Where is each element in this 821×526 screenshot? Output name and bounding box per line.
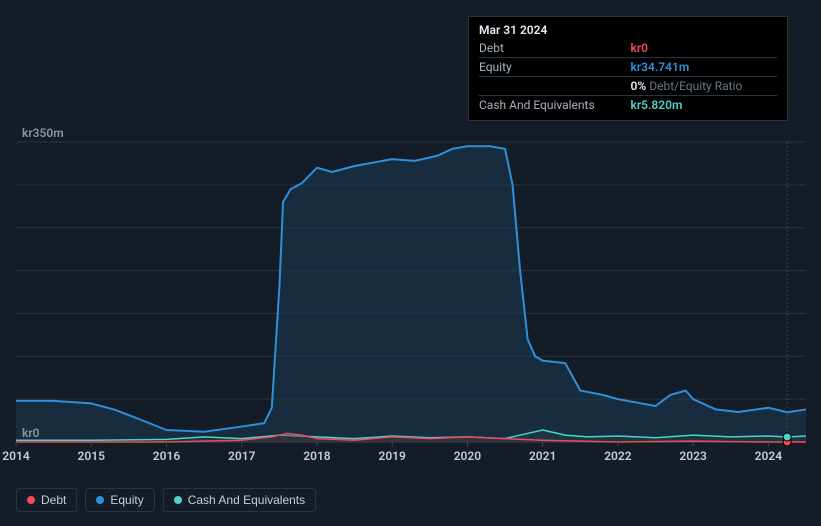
svg-text:2015: 2015: [78, 449, 106, 463]
tooltip-debt-value: kr0: [631, 39, 777, 58]
svg-text:2021: 2021: [529, 449, 556, 463]
legend-item-equity[interactable]: Equity: [85, 488, 154, 512]
tooltip-date: Mar 31 2024: [479, 23, 777, 37]
y-axis-label-max: kr350m: [22, 126, 64, 140]
legend-dot-debt: [27, 496, 35, 504]
y-axis-label-min: kr0: [22, 426, 40, 440]
svg-text:2018: 2018: [303, 449, 331, 463]
svg-text:2020: 2020: [454, 449, 482, 463]
tooltip-cash-value: kr5.820m: [631, 96, 777, 115]
tooltip-equity-label: Equity: [479, 58, 631, 77]
svg-text:2024: 2024: [755, 449, 783, 463]
svg-text:2014: 2014: [2, 449, 30, 463]
svg-text:2019: 2019: [378, 449, 406, 463]
svg-text:2017: 2017: [228, 449, 256, 463]
tooltip-cash-label: Cash And Equivalents: [479, 96, 631, 115]
legend-dot-equity: [96, 496, 104, 504]
tooltip-ratio-label: [479, 77, 631, 96]
legend-dot-cash: [174, 496, 182, 504]
svg-text:2016: 2016: [153, 449, 181, 463]
tooltip-debt-label: Debt: [479, 39, 631, 58]
chart-legend: Debt Equity Cash And Equivalents: [16, 488, 316, 512]
tooltip-ratio-value: 0% Debt/Equity Ratio: [631, 77, 777, 96]
chart-tooltip: Mar 31 2024 Debt kr0 Equity kr34.741m 0%…: [468, 16, 788, 121]
legend-item-cash[interactable]: Cash And Equivalents: [163, 488, 316, 512]
tooltip-equity-value: kr34.741m: [631, 58, 777, 77]
debt-equity-chart: 2014 2015 2016 2017 2018 2019 2020 2021 2022 2023…: [0, 0, 821, 526]
svg-text:2023: 2023: [679, 449, 707, 463]
legend-label-cash: Cash And Equivalents: [188, 493, 305, 507]
legend-label-equity: Equity: [110, 493, 143, 507]
legend-item-debt[interactable]: Debt: [16, 488, 77, 512]
legend-label-debt: Debt: [41, 493, 66, 507]
svg-text:2022: 2022: [604, 449, 632, 463]
